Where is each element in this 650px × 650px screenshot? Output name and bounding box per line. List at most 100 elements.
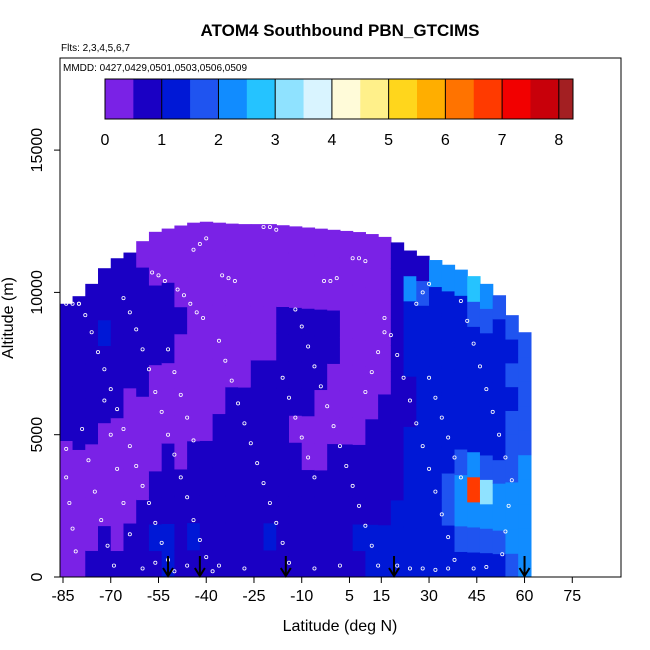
flights-text: Flts: 2,3,4,5,6,7 (61, 43, 130, 54)
track-point (401, 375, 406, 380)
curtain-cell (390, 293, 405, 321)
curtain-cell (212, 222, 226, 251)
curtain-cell (174, 414, 188, 443)
curtain-cell (479, 308, 494, 334)
curtain-cell (339, 470, 354, 498)
curtain-cell (85, 337, 99, 365)
curtain-cell (518, 332, 532, 358)
colorbar-tick-label: 6 (441, 132, 450, 149)
curtain-cell (174, 549, 188, 577)
track-point (185, 415, 190, 420)
curtain-cell (110, 523, 125, 552)
x-tick-label: -55 (147, 588, 170, 605)
curtain-cell (365, 313, 379, 341)
track-point (226, 276, 231, 281)
track-point (458, 475, 463, 480)
curtain-cell (212, 386, 226, 415)
curtain-cell (416, 280, 430, 306)
curtain-cell (98, 499, 112, 527)
curtain-cell (288, 415, 303, 443)
x-tick-label: 15 (372, 588, 390, 605)
track-point (242, 421, 247, 426)
track-point (376, 350, 381, 355)
curtain-cell (110, 284, 125, 312)
track-point (407, 566, 412, 571)
curtain-cell (123, 414, 137, 443)
curtain-cell (467, 451, 481, 478)
colorbar-segment (445, 79, 475, 119)
track-point (506, 503, 511, 508)
track-point (185, 495, 190, 500)
curtain-cell (467, 426, 481, 453)
curtain-cell (276, 252, 290, 280)
curtain-cell (225, 332, 239, 361)
curtain-cell (288, 442, 303, 470)
curtain-cell (327, 470, 341, 498)
curtain-cell (467, 301, 481, 327)
track-point (446, 535, 451, 540)
curtain-cell (390, 499, 405, 527)
curtain-cell (479, 406, 494, 432)
curtain-cell (441, 446, 456, 474)
curtain-cell (365, 550, 379, 577)
curtain-cell (263, 359, 277, 388)
curtain-cell (378, 367, 392, 395)
curtain-cell (314, 335, 328, 364)
curtain-cell (479, 332, 494, 358)
profile-arrow (279, 556, 292, 578)
curtain-cell (365, 445, 379, 473)
curtain-cell (250, 386, 265, 415)
curtain-cell (225, 413, 239, 442)
curtain-cell (72, 551, 86, 577)
track-point (64, 475, 69, 480)
curtain-cell (339, 284, 354, 312)
curtain-cell (250, 332, 265, 361)
curtain-cell (85, 523, 99, 551)
curtain-cell (72, 449, 86, 476)
curtain-cell (314, 389, 328, 417)
curtain-cell (238, 468, 252, 497)
curtain-cell (301, 496, 316, 524)
track-point (325, 404, 330, 409)
curtain-cell (212, 440, 226, 469)
curtain-cell (174, 279, 188, 308)
colorbar-tick-label: 1 (157, 132, 166, 149)
curtain-cell (492, 412, 507, 437)
track-point (471, 341, 476, 346)
track-point (70, 526, 75, 531)
colorbar-segment (190, 79, 219, 119)
curtain-cell (492, 295, 507, 320)
curtain-cell (467, 401, 481, 428)
curtain-cell (378, 315, 392, 343)
profile-arrow (162, 556, 174, 578)
curtain-cell (327, 309, 341, 338)
curtain-cell (441, 264, 456, 292)
curtain-cell (238, 305, 252, 334)
curtain-cell (250, 305, 265, 334)
track-point (197, 242, 202, 247)
track-point (140, 566, 145, 571)
curtain-cell (225, 549, 239, 577)
curtain-cell (148, 231, 163, 259)
curtain-cell (301, 550, 316, 577)
track-point (328, 279, 333, 284)
track-point (89, 330, 94, 335)
curtain-cell (174, 306, 188, 335)
track-point (312, 566, 317, 571)
curtain-cell (72, 398, 86, 425)
track-point (121, 427, 126, 432)
colorbar-segment (218, 79, 248, 119)
curtain-cell (339, 443, 354, 472)
curtain-cell (174, 360, 188, 389)
colorbar-tick-label: 0 (101, 132, 110, 149)
track-point (420, 444, 425, 449)
track-point (395, 563, 400, 568)
curtain-cell (123, 522, 137, 551)
curtain-cell (403, 350, 417, 377)
curtain-cell (505, 315, 519, 340)
x-axis-label: Latitude (deg N) (283, 618, 398, 635)
curtain-cell (429, 312, 443, 340)
curtain-cell (199, 522, 214, 551)
curtain-cell (288, 226, 303, 254)
track-point (439, 415, 444, 420)
